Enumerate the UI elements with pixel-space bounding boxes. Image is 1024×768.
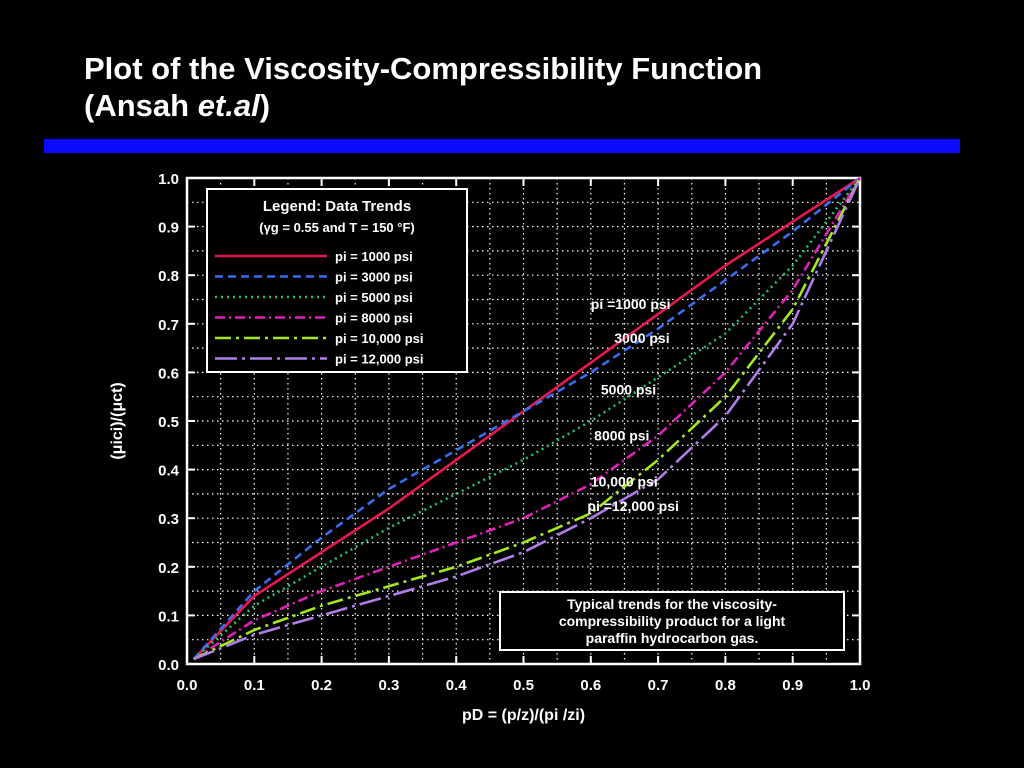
x-tick-label: 0.2 [311, 677, 332, 694]
y-tick-label: 0.4 [158, 463, 180, 480]
x-tick-label: 0.3 [378, 677, 399, 694]
y-tick-label: 0.3 [158, 511, 179, 528]
legend: Legend: Data Trends (γg = 0.55 and T = 15… [206, 188, 468, 373]
note-line: compressibility product for a light [559, 613, 786, 629]
title-italic: et.al [197, 88, 260, 123]
x-tick-label: 0.5 [513, 677, 534, 694]
note-box-frame [499, 591, 845, 651]
series-line [192, 177, 862, 661]
axis-ticks: 0.0 0.1 0.2 0.3 0.4 0.5 0.6 0.7 0.8 0.9 1.0 0.0 0.1 0… [158, 171, 870, 694]
y-tick-label: 1.0 [158, 171, 179, 188]
x-tick-label: 0.9 [782, 677, 803, 694]
legend-entry-label: pi = 12,000 psi [335, 352, 424, 367]
y-tick-label: 0.8 [158, 268, 179, 285]
series-line [192, 177, 862, 661]
x-tick-label: 0.8 [715, 677, 736, 694]
x-tick-label: 0.7 [648, 677, 669, 694]
series-line [193, 177, 862, 661]
series-line [192, 176, 861, 661]
curve-label: 8000 psi [594, 427, 649, 443]
x-axis-label: pD = (p/z)/(pi /zi) [462, 707, 585, 724]
y-tick-label: 0.0 [158, 657, 179, 674]
note-line: paraffin hydrocarbon gas. [586, 630, 759, 646]
slide-title: Plot of the Viscosity-Compressibility Fu… [84, 50, 984, 124]
curve-label: 10,000 psi [591, 474, 658, 490]
curve-annotations: pi =1000 psi 3000 psi 5000 psi 8000 psi 10,0… [587, 296, 678, 514]
y-tick-label: 0.6 [158, 365, 179, 382]
x-tick-label: 0.4 [446, 677, 468, 694]
title-prefix: (Ansah [84, 88, 198, 123]
slide-title-line-1: Plot of the Viscosity-Compressibility Fu… [84, 51, 763, 86]
legend-title: Legend: Data Trends [263, 198, 411, 215]
curve-label: 5000 psi [601, 381, 656, 397]
y-tick-label: 0.5 [158, 414, 179, 431]
curve-label: pi =1000 psi [591, 296, 671, 312]
y-tick-label: 0.1 [158, 608, 179, 625]
curve-label: 3000 psi [614, 330, 669, 346]
legend-entry-label: pi = 1000 psi [335, 249, 413, 264]
x-tick-label: 0.1 [244, 677, 265, 694]
x-tick-label: 1.0 [850, 677, 871, 694]
x-tick-label: 0.6 [580, 677, 601, 694]
slide-title-line-2: (Ansah et.al) [84, 87, 984, 124]
y-tick-label: 0.7 [158, 317, 179, 334]
legend-entry-label: pi = 10,000 psi [335, 331, 424, 346]
legend-entry-label: pi = 5000 psi [335, 290, 413, 305]
series-group [192, 176, 862, 661]
series-line [192, 176, 861, 660]
curve-label: pi =12,000 psi [587, 498, 678, 514]
y-tick-label: 0.2 [158, 560, 179, 577]
legend-entry-label: pi = 3000 psi [335, 270, 413, 285]
legend-subtitle: (γg = 0.55 and T = 150 °F) [259, 220, 414, 235]
series-line [193, 177, 862, 661]
legend-box [206, 188, 468, 373]
note-line: Typical trends for the viscosity- [567, 596, 777, 612]
legend-entry-label: pi = 8000 psi [335, 311, 413, 326]
x-tick-label: 0.0 [177, 677, 198, 694]
y-axis-label: (μici)/(μct) [109, 382, 126, 459]
note-box: Typical trends for the viscosity-compres… [499, 591, 845, 651]
title-divider-bar [44, 139, 960, 153]
y-tick-label: 0.9 [158, 220, 179, 237]
title-suffix: ) [259, 88, 271, 123]
